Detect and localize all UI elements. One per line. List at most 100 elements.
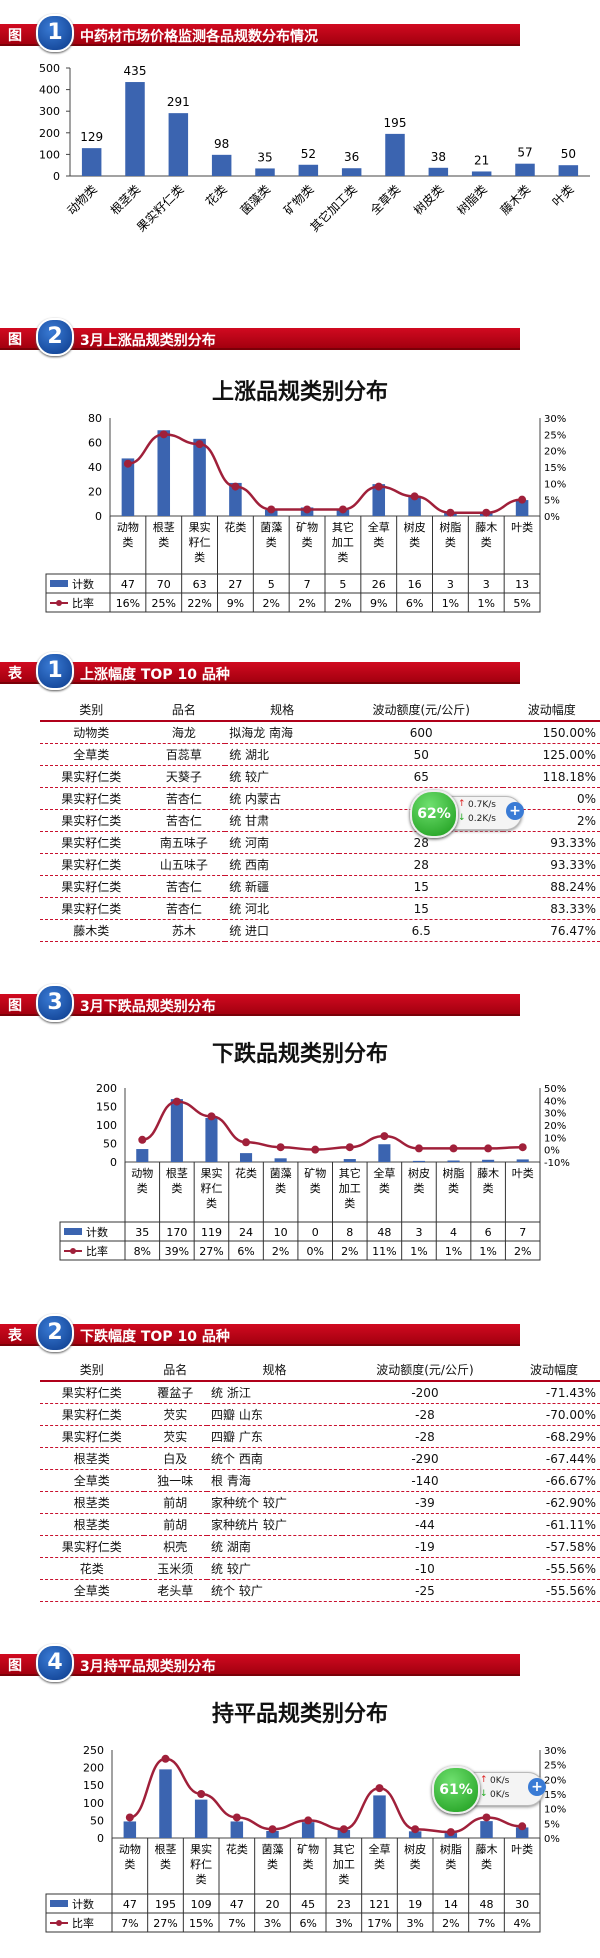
bar xyxy=(274,1158,287,1162)
header-title: 中药材市场价格监测各品规数分布情况 xyxy=(80,29,318,45)
table-cell: 果实籽仁类 xyxy=(40,875,143,898)
table-row: 果实籽仁类 枳壳统 湖南 -19 -57.58% xyxy=(40,1535,600,1558)
count-value: 4 xyxy=(450,1226,457,1239)
rate-point xyxy=(446,508,455,517)
network-speed-widget[interactable]: 61% ↑ 0K/s ↓ 0K/s + xyxy=(432,1766,546,1814)
category-label: 果实籽仁类 xyxy=(200,1166,222,1210)
count-value: 63 xyxy=(193,578,207,591)
table-cell: 天葵子 xyxy=(142,765,226,788)
category-label: 树脂类 xyxy=(440,1842,462,1871)
table-cell: 藤木类 xyxy=(40,919,143,942)
rate-value: 22% xyxy=(187,597,211,610)
rate-value: 9% xyxy=(370,597,387,610)
plus-icon[interactable]: + xyxy=(528,1778,546,1796)
bar xyxy=(412,1160,426,1162)
table-cell: 果实籽仁类 xyxy=(40,787,143,810)
table-cell: 统 内蒙古 xyxy=(225,787,340,810)
bar xyxy=(408,1831,422,1838)
table-cell: 动物类 xyxy=(40,721,143,744)
y2-tick-label: -10% xyxy=(544,1158,570,1169)
rate-line xyxy=(127,433,523,514)
rate-point xyxy=(339,1825,348,1834)
category-label: 其它加工类 xyxy=(333,1842,355,1886)
category-label: 花类 xyxy=(226,1842,248,1856)
rate-value: 1% xyxy=(410,1245,427,1258)
table-cell: 0% xyxy=(503,787,600,810)
table-cell: 海龙 xyxy=(142,721,226,744)
rate-point xyxy=(484,1144,493,1153)
category-label: 矿物类 xyxy=(304,1166,326,1195)
y-tick-label: 300 xyxy=(39,105,60,118)
rate-point xyxy=(410,492,419,501)
data-label: 291 xyxy=(167,95,190,109)
table-cell: 根茎类 xyxy=(40,1491,144,1514)
rate-value: 6% xyxy=(237,1245,254,1258)
table-cell: 前胡 xyxy=(143,1491,208,1514)
count-value: 47 xyxy=(121,578,135,591)
rate-value: 7% xyxy=(228,1917,245,1930)
download-arrow-icon: ↓ xyxy=(458,813,466,823)
bar xyxy=(266,1830,279,1838)
table-row: 藤木类 苏木统 进口 6.5 76.47% xyxy=(40,919,600,942)
header-number-badge: 1 xyxy=(36,652,74,690)
legend-bar-swatch xyxy=(50,1900,68,1907)
y2-tick-label: 10% xyxy=(544,1133,566,1144)
table-cell: 枳壳 xyxy=(143,1535,208,1558)
category-label: 果实籽仁类 xyxy=(190,1842,212,1886)
y-tick-label: 0 xyxy=(95,510,102,523)
table-row: 根茎类 白及 统个 西南 -290 -67.44% xyxy=(40,1447,600,1470)
rate-point xyxy=(303,505,312,514)
table-cell: 统 较广 xyxy=(225,765,340,788)
memory-percent-ball[interactable]: 62% xyxy=(410,790,458,838)
bar xyxy=(211,154,232,176)
table-cell: 统 新疆 xyxy=(225,875,340,898)
y2-tick-label: 30% xyxy=(544,414,566,425)
rate-value: 2% xyxy=(272,1245,289,1258)
table-cell: 65 xyxy=(339,765,504,788)
y2-tick-label: 40% xyxy=(544,1096,566,1107)
table-row: 果实籽仁类 苦杏仁统 河北 15 83.33% xyxy=(40,897,600,920)
table-cell: 统 湖南 xyxy=(207,1535,342,1558)
count-value: 13 xyxy=(515,578,529,591)
bar xyxy=(239,1153,253,1162)
table-cell: -25 xyxy=(341,1579,508,1602)
column-header: 波动幅度 xyxy=(507,1358,600,1382)
count-value: 3 xyxy=(415,1226,422,1239)
column-header: 波动额度(元/公斤) xyxy=(341,1358,508,1382)
bar xyxy=(378,1144,391,1162)
rate-value: 1% xyxy=(478,597,495,610)
column-header: 品名 xyxy=(143,1358,208,1382)
download-arrow-icon: ↓ xyxy=(480,1789,488,1799)
bar xyxy=(136,1149,149,1162)
table-cell: 四瓣 山东 xyxy=(207,1403,342,1426)
bar xyxy=(298,164,319,176)
legend-count: 计数 xyxy=(72,1898,94,1911)
data-label: 195 xyxy=(384,116,407,130)
count-value: 47 xyxy=(123,1898,137,1911)
rate-point xyxy=(304,1816,313,1825)
table-cell: -67.44% xyxy=(507,1447,600,1470)
table-cell: -55.56% xyxy=(507,1579,600,1602)
y-tick-label: 400 xyxy=(39,84,60,97)
table-cell: 山五味子 xyxy=(142,853,226,876)
plus-icon[interactable]: + xyxy=(506,802,524,820)
table-cell: 玉米须 xyxy=(143,1557,208,1580)
bar xyxy=(372,484,386,516)
count-value: 19 xyxy=(408,1898,422,1911)
network-speed-widget[interactable]: 62% ↑ 0.7K/s ↓ 0.2K/s + xyxy=(410,790,524,838)
table-cell: -28 xyxy=(341,1425,508,1448)
category-label: 树皮类 xyxy=(404,1842,426,1871)
memory-percent-ball[interactable]: 61% xyxy=(432,1766,480,1814)
count-value: 30 xyxy=(515,1898,529,1911)
rate-value: 7% xyxy=(121,1917,138,1930)
table-row: 全草类 百蕊草统 湖北 50 125.00% xyxy=(40,743,600,766)
count-value: 48 xyxy=(377,1226,391,1239)
y2-tick-label: 0% xyxy=(544,1834,560,1845)
rate-value: 5% xyxy=(513,597,530,610)
count-value: 7 xyxy=(519,1226,526,1239)
bar xyxy=(193,438,206,516)
table-cell: 根茎类 xyxy=(40,1447,144,1470)
table-cell: 果实籽仁类 xyxy=(40,1535,144,1558)
table-cell: 果实籽仁类 xyxy=(40,765,143,788)
data-label: 21 xyxy=(474,153,489,167)
